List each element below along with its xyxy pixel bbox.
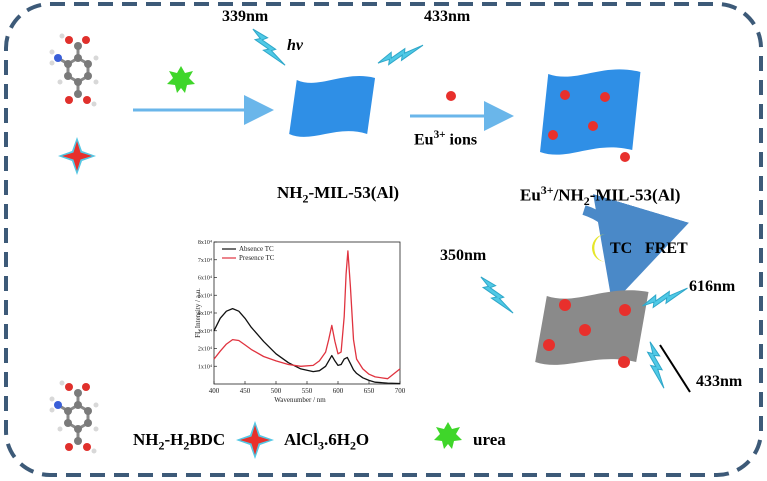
chart-frame xyxy=(213,241,401,385)
y-tick-label: 4x10⁴ xyxy=(198,311,212,317)
label-433nm-bottom: 433nm xyxy=(696,373,743,390)
chart-ticks: 400 450 500 550 600 650 700 1x10⁴ 2x10⁴ 3x10⁴ 4x10… xyxy=(198,240,406,395)
label-433nm-top: 433nm xyxy=(424,8,471,25)
eu-site xyxy=(579,324,591,336)
series-line-absence-tc xyxy=(213,307,401,385)
label-616nm: 616nm xyxy=(689,278,736,295)
legend-urea-star-icon xyxy=(434,422,462,449)
legend-salt-label: AlCl3.6H2O xyxy=(284,430,370,453)
chart-xlabel: Wavenumber / nm xyxy=(274,396,326,404)
y-tick-label: 8x10⁴ xyxy=(198,240,212,246)
y-tick-label: 2x10⁴ xyxy=(198,347,212,353)
y-tick-label: 3x10⁴ xyxy=(198,329,212,335)
eu-mof-sheet xyxy=(540,69,641,155)
eu-site xyxy=(620,152,630,162)
excitation-350-bolt-icon xyxy=(475,276,519,314)
eu-site xyxy=(588,121,598,131)
alcl3-star-icon xyxy=(58,137,96,175)
x-tick-label: 450 xyxy=(240,387,251,395)
chart-ylabel: FL Intensity / a.u. xyxy=(194,288,202,338)
x-tick-label: 550 xyxy=(302,387,313,395)
x-tick-label: 400 xyxy=(209,387,220,395)
tc-crescent-icon xyxy=(592,234,606,262)
eu-site xyxy=(543,339,555,351)
eu-ion-dot xyxy=(446,91,456,101)
x-tick-label: 650 xyxy=(364,387,375,395)
y-tick-label: 6x10⁴ xyxy=(198,276,212,282)
eu-site xyxy=(618,356,630,368)
quench-strike xyxy=(659,344,691,393)
legend-salt-star-icon xyxy=(236,421,274,459)
legend-ligand-label: NH2-H2BDC xyxy=(133,430,226,453)
label-fret: FRET xyxy=(645,240,688,257)
label-hv: hv xyxy=(287,37,303,54)
y-tick-label: 7x10⁴ xyxy=(198,258,212,264)
legend-urea-label: urea xyxy=(473,430,506,449)
legend-ligand-molecule-icon xyxy=(48,379,100,455)
tc-mof-sheet xyxy=(535,290,649,365)
eu-site xyxy=(548,130,558,140)
y-tick-label: 1x10⁴ xyxy=(198,364,212,370)
label-nh2-mil-53: NH2-MIL-53(Al) xyxy=(277,183,400,206)
emission-433-bolt-icon xyxy=(377,29,424,79)
y-tick-label: 5x10⁴ xyxy=(198,293,212,299)
fret-curved-arrow xyxy=(582,194,689,305)
urea-star-icon xyxy=(167,66,195,93)
chart-lines xyxy=(213,250,401,385)
series-line-presence-tc xyxy=(213,250,401,380)
legend-absence-text: Absence TC xyxy=(239,245,274,253)
label-350nm: 350nm xyxy=(440,247,487,264)
x-tick-label: 700 xyxy=(395,387,406,395)
mof-sheet xyxy=(289,76,376,137)
eu-site xyxy=(559,299,571,311)
fl-spectrum-chart: 400 450 500 550 600 650 700 1x10⁴ 2x10⁴ 3x10⁴ 4x10… xyxy=(194,240,406,404)
label-tc: TC xyxy=(610,240,633,257)
emission-616-bolt-icon xyxy=(642,272,688,322)
eu-site xyxy=(619,304,631,316)
label-339nm: 339nm xyxy=(222,8,269,25)
excitation-339-bolt-icon xyxy=(247,28,291,66)
chart-legend: Absence TC Presence TC xyxy=(222,245,275,262)
legend-presence-text: Presence TC xyxy=(239,254,275,262)
dashed-frame xyxy=(4,2,763,477)
eu-site xyxy=(600,92,610,102)
nh2-h2bdc-molecule-icon xyxy=(48,32,100,108)
eu-site xyxy=(560,90,570,100)
x-tick-label: 600 xyxy=(333,387,344,395)
label-eu-ions: Eu3+ ions xyxy=(414,129,478,149)
x-tick-label: 500 xyxy=(271,387,282,395)
label-eu-nh2-mil-53: Eu3+/NH2-MIL-53(Al) xyxy=(520,183,681,209)
